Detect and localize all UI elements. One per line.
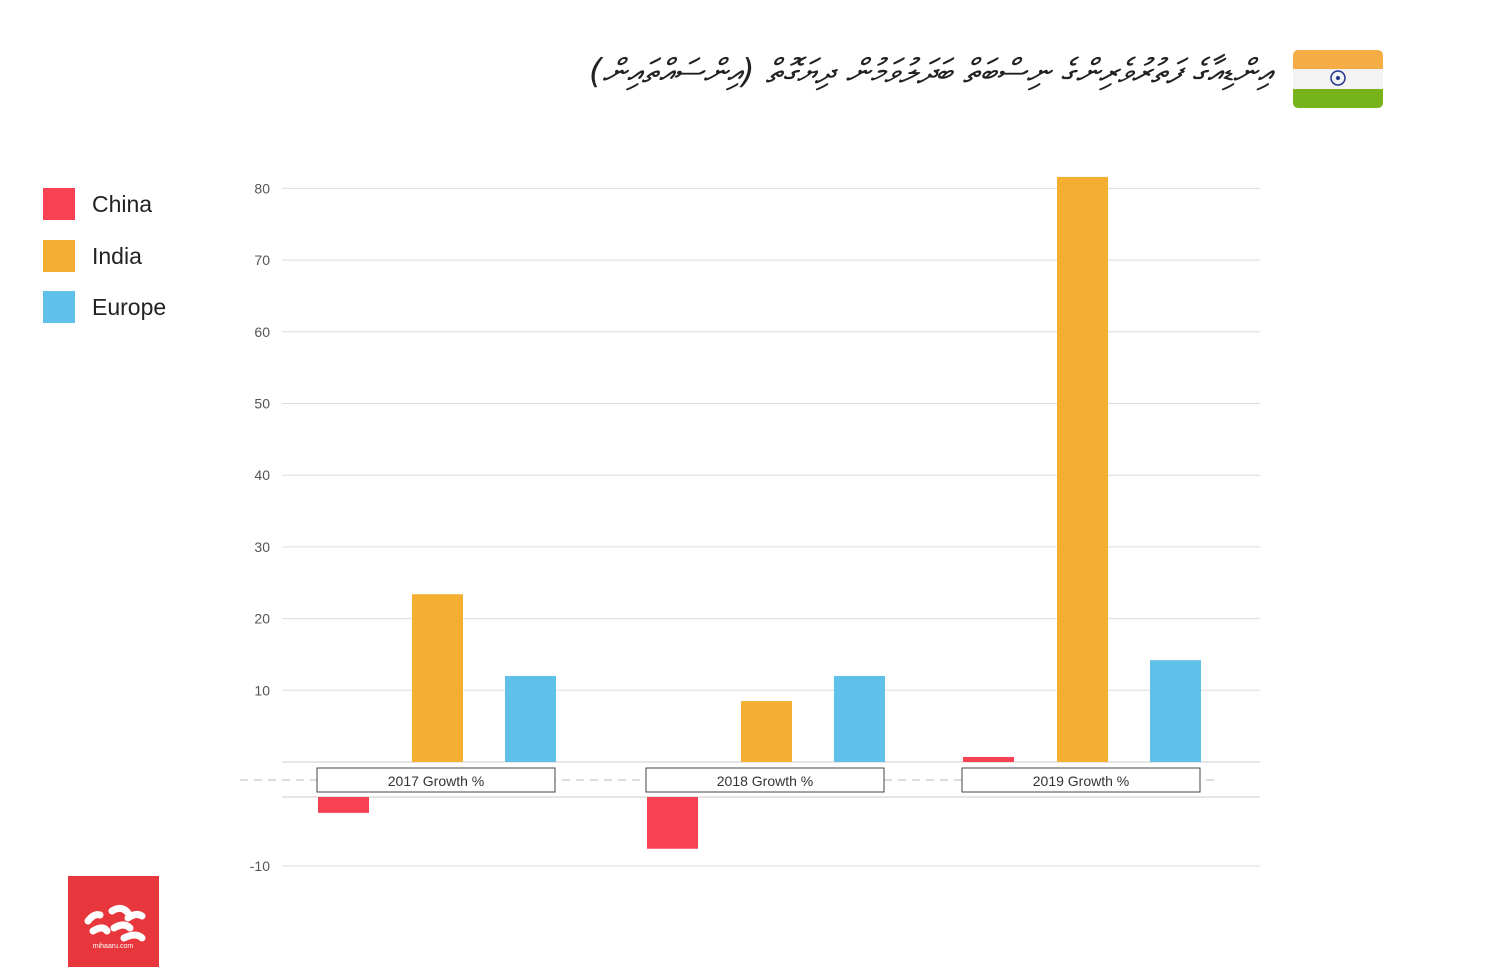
y-tick-label: 60 [254, 324, 270, 340]
y-tick-label: -10 [250, 858, 270, 874]
legend-swatch [43, 240, 75, 272]
y-tick-label: 50 [254, 396, 270, 412]
y-tick-label: 20 [254, 611, 270, 627]
bar-china [647, 797, 698, 849]
category-label-box [316, 767, 556, 793]
y-tick-label: 10 [254, 682, 270, 698]
legend-label: Europe [92, 293, 167, 320]
y-tick-label: 30 [254, 539, 270, 555]
y-tick-label: 70 [254, 252, 270, 268]
x-category-label: 2017 Growth % [388, 773, 485, 789]
bar-india [1057, 176, 1108, 763]
legend-item-china: China [43, 188, 152, 220]
bar-europe [1150, 660, 1201, 762]
logo-text: mihaaru.com [93, 943, 134, 950]
legend-swatch [43, 291, 75, 323]
legend-label: China [92, 190, 153, 217]
flag-white-band [1293, 69, 1383, 89]
legend-swatch [43, 188, 75, 220]
india-flag-icon [1293, 50, 1383, 108]
legend-item-india: India [43, 240, 142, 272]
y-tick-label: 80 [254, 180, 270, 196]
flag-green-band [1293, 88, 1383, 108]
flag-saffron-band [1293, 50, 1383, 70]
bar-europe [834, 675, 885, 762]
legend-item-europe: Europe [43, 291, 166, 323]
logo-mark-icon: mihaaru.com [84, 904, 146, 950]
bar-europe [505, 675, 556, 762]
x-category-label: 2019 Growth % [1033, 773, 1130, 789]
category-label-box [961, 767, 1201, 793]
x-category-label: 2018 Growth % [717, 773, 814, 789]
legend-label: India [92, 242, 142, 269]
bar-china [963, 756, 1014, 762]
bar-india [741, 701, 792, 762]
bar-china [318, 797, 369, 813]
category-label-box [645, 767, 885, 793]
mihaaru-logo: mihaaru.com [68, 876, 159, 967]
y-tick-label: 40 [254, 467, 270, 483]
chart-title: އިންޑިއާގެ ފަތުރުވެރިންގެ ނިސްބަތް ބަދަލ… [588, 52, 1272, 92]
bar-india [412, 594, 463, 762]
ashoka-chakra-icon [1330, 70, 1346, 87]
